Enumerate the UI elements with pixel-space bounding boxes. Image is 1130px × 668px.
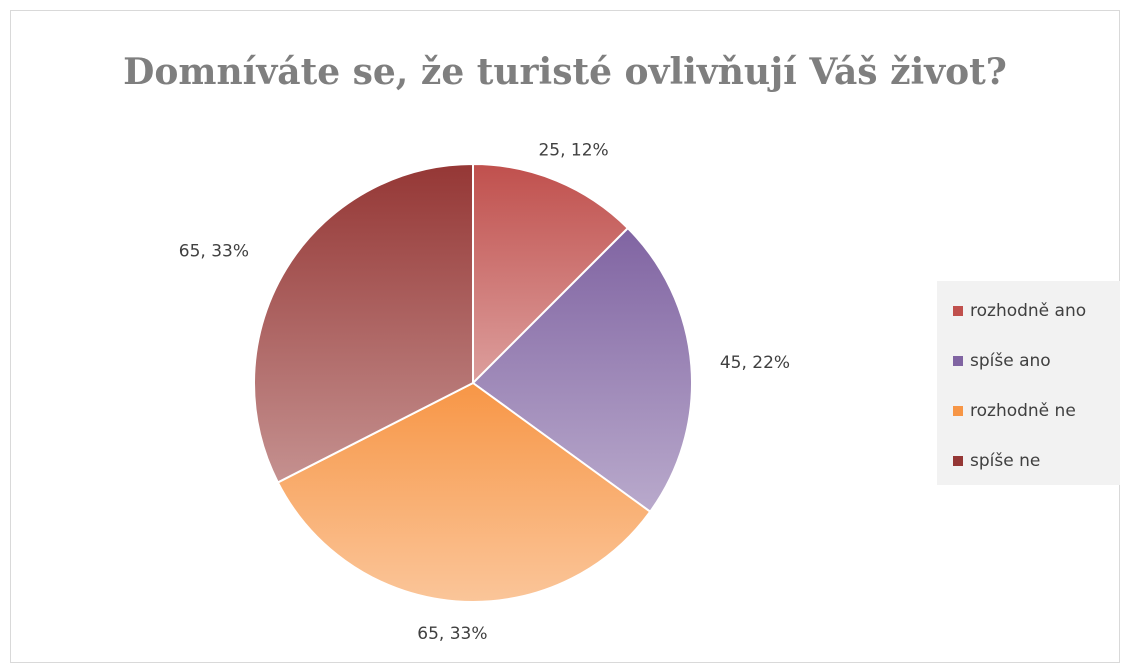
- legend-label: spíše ne: [970, 451, 1040, 471]
- pie-slice: [276, 381, 652, 603]
- legend-label: rozhodně ne: [970, 401, 1076, 421]
- data-label: 45, 22%: [720, 353, 790, 373]
- pie-slice: [471, 226, 693, 514]
- legend-marker: [953, 306, 963, 316]
- data-label: 25, 12%: [538, 140, 608, 160]
- data-label: 65, 33%: [417, 624, 487, 644]
- legend-marker: [953, 406, 963, 416]
- legend-marker: [953, 456, 963, 466]
- legend-box: [937, 281, 1120, 485]
- legend-marker: [953, 356, 963, 366]
- chart-title: Domníváte se, že turisté ovlivňují Váš ž…: [123, 51, 1007, 93]
- pie-slice: [472, 162, 630, 386]
- pie-slice: [253, 162, 474, 484]
- legend-label: spíše ano: [970, 351, 1051, 371]
- data-label: 65, 33%: [179, 241, 249, 261]
- legend-label: rozhodně ano: [970, 301, 1086, 321]
